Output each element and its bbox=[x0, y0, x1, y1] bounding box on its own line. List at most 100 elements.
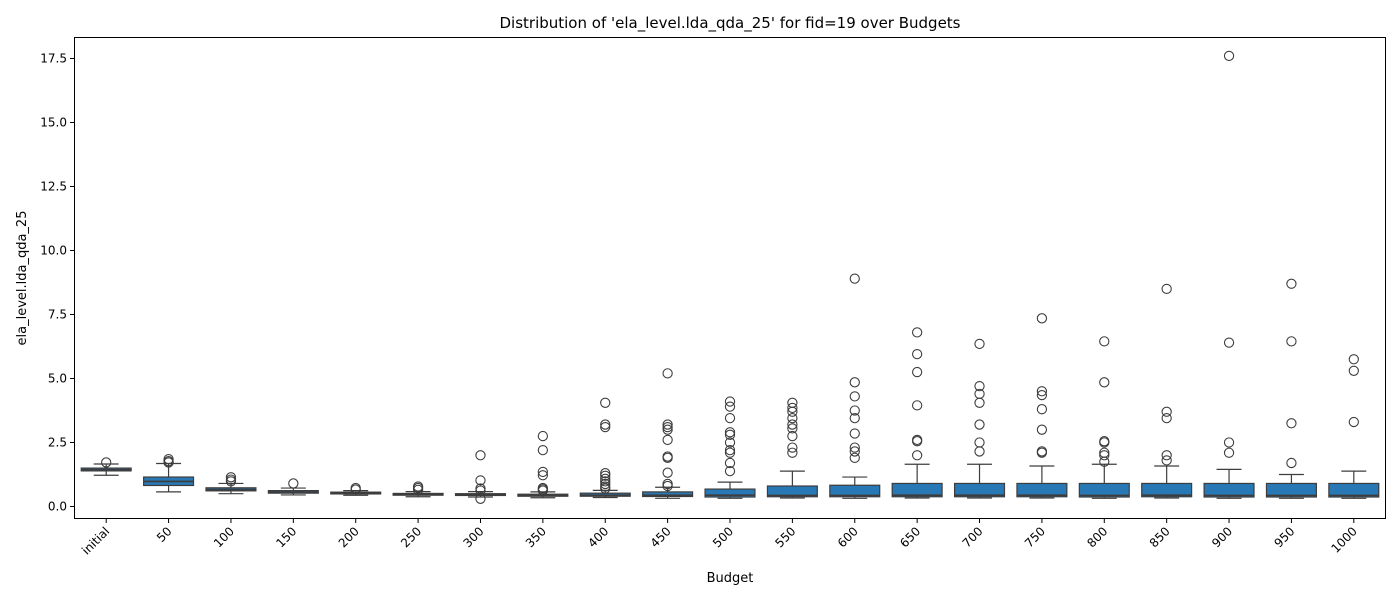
outlier-point bbox=[101, 457, 112, 468]
outlier-point bbox=[1036, 389, 1048, 401]
outlier-point bbox=[787, 447, 798, 458]
outlier-point bbox=[1348, 365, 1359, 376]
outlier-point bbox=[537, 430, 549, 442]
outlier-point bbox=[849, 452, 860, 463]
x-tick-label: 50 bbox=[154, 524, 175, 545]
outlier-point bbox=[1348, 416, 1359, 428]
outlier-point bbox=[475, 475, 486, 486]
y-tick-label: 12.5 bbox=[40, 179, 67, 193]
outlier-point bbox=[662, 467, 673, 478]
x-axis: initial 50 100 150 200 250 300 350 400 450 500 550 6… bbox=[79, 518, 1360, 557]
outlier-point bbox=[475, 450, 486, 461]
outlier-point bbox=[787, 397, 798, 408]
outlier-point bbox=[787, 419, 798, 430]
x-tick-label: 550 bbox=[772, 524, 798, 550]
outlier-point bbox=[787, 442, 798, 453]
outlier-point bbox=[600, 473, 611, 484]
outlier-point bbox=[1348, 354, 1359, 365]
outlier-point bbox=[849, 428, 860, 439]
outlier-point bbox=[662, 451, 673, 462]
iqr-box bbox=[766, 485, 818, 498]
x-tick-label: 700 bbox=[960, 524, 986, 550]
outlier-point bbox=[1036, 386, 1048, 397]
outlier-point bbox=[662, 434, 673, 446]
x-tick-label: 100 bbox=[211, 524, 237, 550]
outlier-point bbox=[475, 493, 486, 504]
box-250 bbox=[392, 481, 444, 498]
x-tick-label: 150 bbox=[273, 524, 299, 550]
outlier-point bbox=[1036, 404, 1048, 415]
outlier-point bbox=[849, 413, 860, 424]
y-tick-label: 5.0 bbox=[48, 371, 67, 385]
outlier-point bbox=[662, 421, 673, 433]
outlier-point bbox=[787, 430, 798, 442]
outlier-point bbox=[849, 377, 860, 388]
outlier-point bbox=[974, 437, 985, 448]
outlier-point bbox=[974, 397, 985, 408]
outlier-point bbox=[163, 453, 174, 465]
outlier-point bbox=[911, 366, 923, 378]
x-tick-label: 800 bbox=[1084, 524, 1110, 550]
outlier-point bbox=[724, 427, 736, 438]
iqr-box bbox=[953, 482, 1006, 498]
box-100 bbox=[205, 472, 257, 495]
box-1000 bbox=[1328, 354, 1380, 499]
y-tick-label: 0.0 bbox=[48, 499, 67, 513]
y-tick-label: 17.5 bbox=[40, 51, 67, 65]
outlier-point bbox=[787, 402, 798, 414]
outlier-point bbox=[600, 397, 611, 408]
y-axis-label: ela_level.lda_qda_25 bbox=[15, 211, 30, 346]
outlier-point bbox=[911, 450, 923, 461]
outlier-point bbox=[1161, 413, 1172, 424]
x-tick-label: 500 bbox=[710, 524, 736, 550]
outlier-point bbox=[1036, 313, 1048, 324]
outlier-point bbox=[724, 429, 736, 440]
outlier-point bbox=[1161, 283, 1172, 295]
outlier-point bbox=[724, 466, 736, 477]
outlier-point bbox=[600, 419, 611, 430]
iqr-box bbox=[1265, 482, 1317, 498]
x-tick-label: initial bbox=[79, 524, 112, 557]
x-tick-label: 850 bbox=[1147, 524, 1173, 550]
box-950 bbox=[1265, 278, 1317, 499]
outlier-point bbox=[1286, 418, 1297, 429]
outlier-point bbox=[1161, 450, 1172, 461]
box-350 bbox=[517, 430, 569, 499]
box-series bbox=[80, 50, 1380, 504]
y-axis: 0.0 2.5 5.0 7.5 10.0 12.5 15.0 17.5 bbox=[40, 51, 75, 513]
y-tick-label: 2.5 bbox=[48, 435, 67, 449]
box-200 bbox=[330, 482, 382, 496]
y-tick-label: 7.5 bbox=[48, 307, 67, 321]
outlier-point bbox=[1099, 450, 1110, 461]
outlier-point bbox=[1036, 446, 1048, 457]
outlier-point bbox=[662, 368, 673, 379]
x-tick-label: 950 bbox=[1271, 524, 1297, 550]
outlier-point bbox=[537, 466, 549, 478]
x-tick-label: 600 bbox=[835, 524, 861, 550]
box-700 bbox=[953, 338, 1006, 499]
outlier-point bbox=[537, 470, 549, 481]
outlier-point bbox=[724, 396, 736, 407]
outlier-point bbox=[911, 400, 923, 411]
outlier-point bbox=[1161, 406, 1172, 417]
box-450 bbox=[642, 368, 694, 499]
x-tick-label: 300 bbox=[461, 524, 487, 550]
box-650 bbox=[891, 327, 943, 499]
iqr-box bbox=[891, 482, 943, 498]
outlier-point bbox=[974, 338, 985, 350]
iqr-box bbox=[1016, 482, 1068, 498]
box-800 bbox=[1078, 336, 1130, 499]
outlier-point bbox=[849, 405, 860, 416]
outlier-point bbox=[662, 424, 673, 435]
outlier-point bbox=[600, 468, 611, 479]
iqr-box bbox=[704, 488, 756, 498]
box-850 bbox=[1141, 283, 1193, 499]
outlier-point bbox=[1099, 436, 1110, 447]
iqr-box bbox=[1203, 482, 1255, 498]
x-tick-label: 400 bbox=[585, 524, 611, 550]
outlier-point bbox=[724, 457, 736, 469]
outlier-point bbox=[1036, 424, 1048, 435]
outlier-point bbox=[724, 445, 736, 456]
outlier-point bbox=[974, 381, 985, 392]
outlier-point bbox=[225, 472, 237, 483]
